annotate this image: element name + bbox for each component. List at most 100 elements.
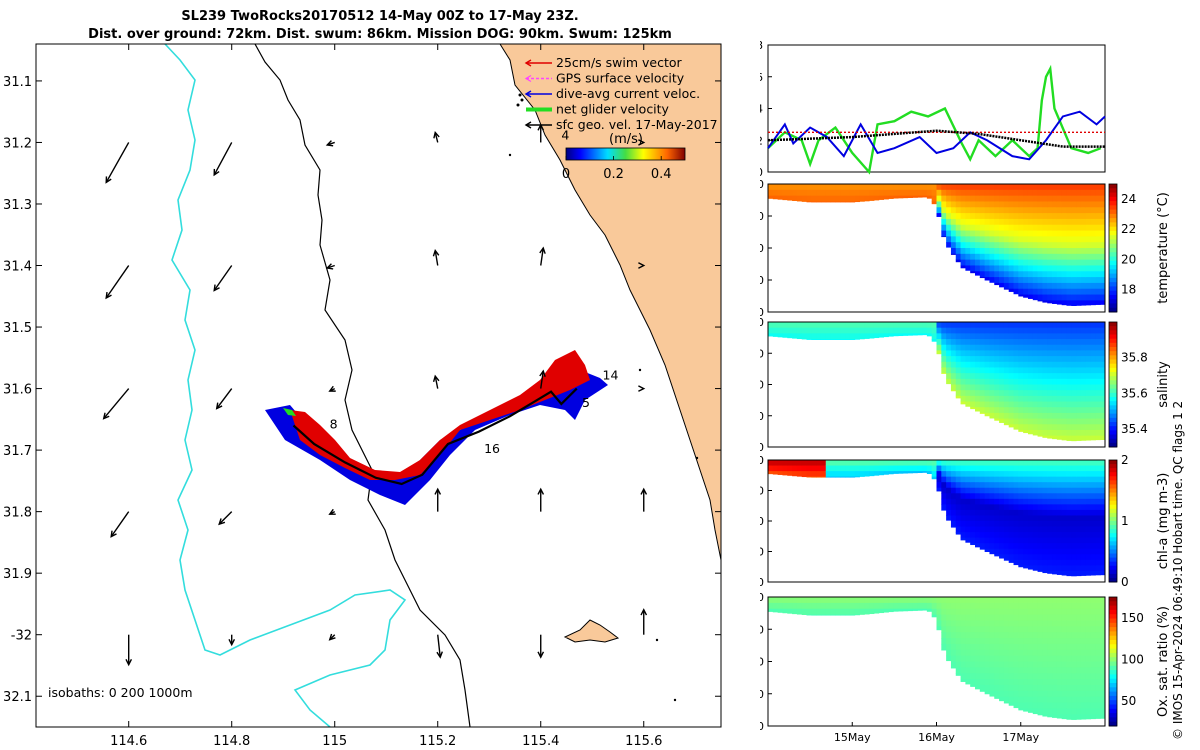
geo-velocity-arrow [328,508,336,515]
velocity-y-tick-label: 0.8 [760,39,763,52]
depth-tick-label: 200 [760,576,764,589]
imos-credit: © IMOS 15-Apr-2024 06:49:10 Hobart time.… [1171,400,1185,740]
date-tick-label: 16May [918,731,955,744]
depth-tick-label: 200 [760,441,764,454]
geo-velocity-arrow [228,634,236,647]
legend-item: 25cm/s swim vector [524,55,683,70]
geo-velocity-arrow [125,634,133,667]
depth-tick-label: 50 [760,485,764,498]
colorbar-tick-label: 0.4 [651,167,672,182]
map-frame [35,43,722,728]
colorbar-tick-label: 22 [1121,222,1136,236]
geo-velocity-arrow [213,265,233,292]
geo-velocity-arrow [213,142,233,177]
profile-heatmap [768,597,1106,720]
isobath-200m [254,44,471,727]
speed-colorbar [565,147,686,161]
geo-velocity-arrow [105,265,130,300]
glider-track-line [292,387,578,486]
profile-colorbar [1108,596,1118,727]
legend-label: net glider velocity [556,102,670,117]
map-title-line2: Dist. over ground: 72km. Dist. swum: 86k… [88,27,672,42]
velocity-y-tick-label: 0.4 [760,103,763,116]
map-lon-tick-label: 115 [322,734,347,749]
legend-item: sfc geo. vel. 17-May-2017 [524,117,718,132]
legend-item: GPS surface velocity [524,71,685,86]
geo-velocity-arrow [436,634,444,659]
island-land [563,619,620,643]
geo-velocity-arrow [325,263,335,270]
map-lat-tick-label: 31.5 [3,321,32,336]
map-lat-tick-label: 31.7 [3,444,32,459]
geo-velocity-arrow [539,369,546,389]
depth-tick-label: 100 [760,656,764,669]
depth-tick-label: 150 [760,688,764,701]
legend-item: dive-avg current veloc. [524,86,700,101]
geo-velocity-arrow [102,388,130,420]
geo-velocity-arrow [328,385,336,392]
depth-tick-label: 150 [760,546,764,559]
profile-heatmap [768,460,1106,577]
profile-colorbar [1108,459,1118,583]
geo-velocity-arrow [432,248,440,266]
depth-tick-label: 50 [760,623,764,636]
velocity-y-tick-label: 0 [760,166,763,179]
colorbar-tick-label: 35.6 [1121,386,1148,400]
track-day-label: 5 [582,395,590,410]
depth-tick-label: 0 [760,178,764,191]
colorbar-axis-label: temperature (°C) [1156,192,1171,304]
glider-track-map: 14 5 16 8 4 114.6 114.8 115 115.2 115.4 115.6 31.1… [3,43,722,749]
geo-velocity-arrow [432,374,440,389]
colorbar-tick-label: 50 [1121,694,1136,708]
track-day-label: 4 [561,127,569,142]
geo-velocity-arrow [640,608,648,635]
profile-colorbar [1108,183,1118,313]
colorbar-tick-label: 35.8 [1121,351,1148,365]
map-lat-tick-label: 31.9 [3,567,32,582]
geo-velocity-arrow [537,634,545,659]
depth-tick-label: 200 [760,306,764,319]
colorbar-tick-label: 0.2 [603,167,624,182]
colorbar-tick-label: 18 [1121,282,1136,296]
coast-islets [508,93,699,702]
track-day-label: 14 [603,367,619,382]
map-lat-tick-label: 31.3 [3,198,32,213]
depth-tick-label: 100 [760,242,764,255]
map-lat-tick-label: 31.4 [3,260,32,275]
legend-item: net glider velocity [526,102,670,117]
depth-tick-label: 200 [760,720,764,733]
geo-velocity-arrow [328,633,336,641]
velocity-series-line [767,129,1105,148]
velocity-y-tick-label: 0.6 [760,71,763,84]
geo-velocity-arrow [218,511,233,526]
colorbar-tick-label: 1 [1121,514,1129,528]
map-lon-tick-label: 115.6 [625,734,662,749]
colorbar-axis-label: salinity [1156,361,1171,408]
legend-label: GPS surface velocity [556,71,685,86]
legend-label: 25cm/s swim vector [556,55,683,70]
map-title-line1: SL239 TwoRocks20170512 14-May 00Z to 17-… [181,9,579,24]
geo-velocity-arrow [537,487,545,512]
geo-velocity-arrow [537,123,545,143]
map-lat-tick-label: 31.8 [3,506,32,521]
track-day-label: 16 [484,441,500,456]
geo-velocity-arrow [640,487,648,512]
colorbar-tick-label: 20 [1121,252,1136,266]
velocity-y-tick-label: 0.2 [760,134,763,147]
depth-tick-label: 150 [760,274,764,287]
colorbar-tick-label: 35.4 [1121,422,1148,436]
land-mass [499,44,721,561]
depth-tick-label: 150 [760,410,764,423]
geo-velocity-arrow [539,246,546,266]
map-lat-tick-label: 31.6 [3,383,32,398]
geo-velocity-arrow [638,262,646,269]
colorbar-axis-label: chl-a (mg m-3) [1156,473,1171,570]
profile-heatmap [768,184,1106,306]
geo-velocity-arrow [105,142,130,184]
profile-colorbar [1108,321,1118,448]
colorbar-tick-label: 2 [1121,453,1129,467]
depth-tick-label: 50 [760,347,764,360]
legend-label: sfc geo. vel. 17-May-2017 [556,117,718,132]
map-lat-tick-label: 31.1 [3,75,32,90]
